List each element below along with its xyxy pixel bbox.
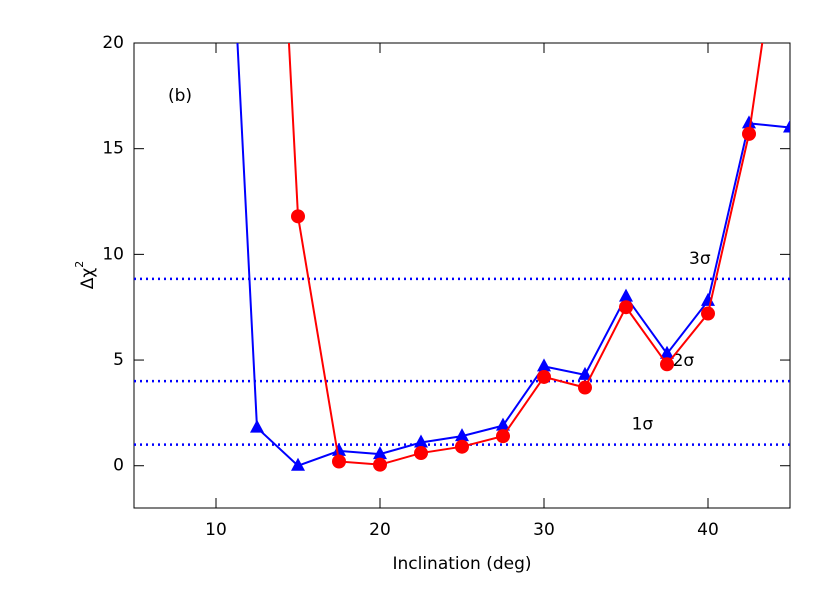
y-tick-label: 10 bbox=[102, 244, 124, 264]
y-axis-label-sup: 2 bbox=[73, 261, 86, 268]
marker bbox=[291, 457, 305, 471]
sigma-label: 1σ bbox=[632, 415, 654, 435]
plot-frame bbox=[133, 42, 791, 509]
marker bbox=[414, 446, 428, 461]
y-tick-label: 0 bbox=[113, 456, 124, 476]
marker bbox=[660, 357, 674, 372]
marker bbox=[332, 442, 346, 456]
marker bbox=[578, 380, 592, 395]
plot-area bbox=[236, 43, 790, 472]
marker bbox=[619, 288, 633, 302]
x-tick-label: 10 bbox=[205, 520, 227, 540]
marker bbox=[414, 434, 428, 448]
marker bbox=[332, 454, 346, 469]
marker bbox=[455, 428, 469, 442]
y-tick-label: 15 bbox=[102, 139, 124, 159]
series-line bbox=[236, 43, 790, 467]
marker bbox=[742, 126, 756, 141]
y-axis-label-base: Δχ bbox=[78, 268, 98, 290]
marker bbox=[619, 300, 633, 315]
y-axis-label-group: Δχ2 bbox=[73, 261, 98, 289]
marker bbox=[701, 306, 715, 321]
sigma-label: 2σ bbox=[673, 351, 695, 371]
marker bbox=[291, 209, 305, 224]
marker bbox=[537, 358, 551, 372]
marker bbox=[660, 345, 674, 359]
y-tick-label: 20 bbox=[102, 33, 124, 53]
marker bbox=[537, 369, 551, 384]
marker bbox=[455, 439, 469, 454]
x-tick-label: 30 bbox=[533, 520, 555, 540]
marker bbox=[578, 366, 592, 380]
y-axis-label: Δχ2 bbox=[73, 261, 98, 289]
sigma-label: 3σ bbox=[689, 249, 711, 269]
x-tick-label: 40 bbox=[697, 520, 719, 540]
marker bbox=[496, 417, 510, 431]
marker bbox=[250, 419, 264, 433]
x-axis-label: Inclination (deg) bbox=[392, 554, 531, 574]
marker bbox=[783, 119, 790, 133]
x-tick-label: 20 bbox=[369, 520, 391, 540]
marker bbox=[373, 457, 387, 472]
panel-annotation: (b) bbox=[168, 86, 192, 106]
marker bbox=[496, 429, 510, 444]
marker bbox=[742, 115, 756, 129]
marker bbox=[373, 446, 387, 460]
y-tick-label: 5 bbox=[113, 350, 124, 370]
